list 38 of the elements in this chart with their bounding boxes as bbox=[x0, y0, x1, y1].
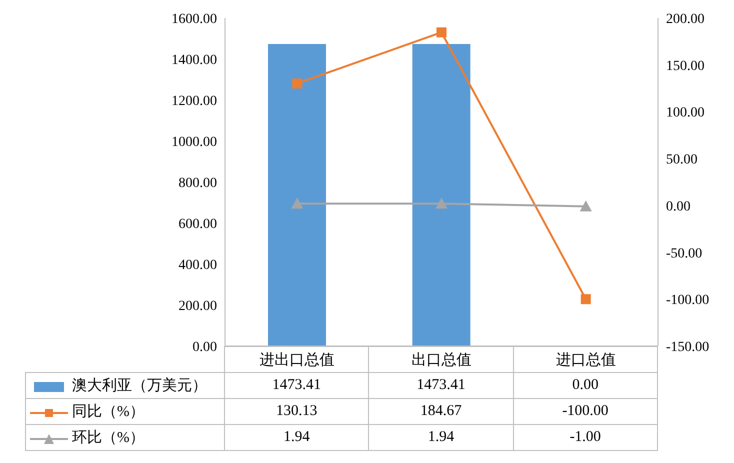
text: -100.00 bbox=[562, 403, 608, 419]
x-tick-label: 出口总值 bbox=[412, 352, 472, 369]
text: -1.00 bbox=[570, 429, 601, 445]
legend-label: 环比（%） bbox=[72, 430, 144, 446]
point bbox=[580, 200, 592, 212]
y-tick-label: 800.00 bbox=[178, 176, 217, 191]
text: 130.13 bbox=[276, 403, 318, 419]
text: 1473.41 bbox=[272, 377, 322, 393]
y2-tick-label: -150.00 bbox=[666, 340, 710, 355]
y-tick-label: 200.00 bbox=[178, 298, 217, 314]
text: 184.67 bbox=[420, 403, 462, 419]
y-tick-label: 600.00 bbox=[178, 216, 217, 232]
point bbox=[292, 78, 302, 88]
text: 1.94 bbox=[428, 429, 454, 445]
y-tick-label: 1000.00 bbox=[172, 134, 217, 150]
y-tick-label: 1400.00 bbox=[172, 52, 217, 68]
y-tick-label: 0.00 bbox=[192, 340, 217, 355]
x-tick-label: 进口总值 bbox=[556, 352, 616, 369]
y2-tick-label: -50.00 bbox=[666, 246, 702, 262]
y2-tick-label: 50.00 bbox=[666, 152, 698, 168]
y-tick-label: 1200.00 bbox=[172, 94, 217, 109]
legend-label: 澳大利亚（万美元） bbox=[72, 378, 207, 394]
text: 1.94 bbox=[284, 429, 310, 445]
text: 0.00 bbox=[572, 377, 598, 393]
y2-tick-label: -100.00 bbox=[666, 293, 710, 308]
legend-label: 同比（%） bbox=[72, 404, 144, 420]
y2-tick-label: 200.00 bbox=[666, 12, 704, 27]
y-tick-label: 400.00 bbox=[178, 258, 217, 273]
point bbox=[580, 294, 591, 304]
y2-tick-label: 100.00 bbox=[666, 106, 704, 121]
point bbox=[436, 198, 448, 209]
text: 1473.41 bbox=[416, 377, 466, 393]
point bbox=[291, 198, 304, 209]
y2-tick-label: 0.00 bbox=[666, 199, 690, 214]
y-tick-label: 1600.00 bbox=[172, 12, 217, 27]
x-tick-label: 进出口总值 bbox=[260, 352, 335, 369]
point bbox=[436, 27, 446, 38]
y2-tick-label: 150.00 bbox=[666, 58, 704, 74]
